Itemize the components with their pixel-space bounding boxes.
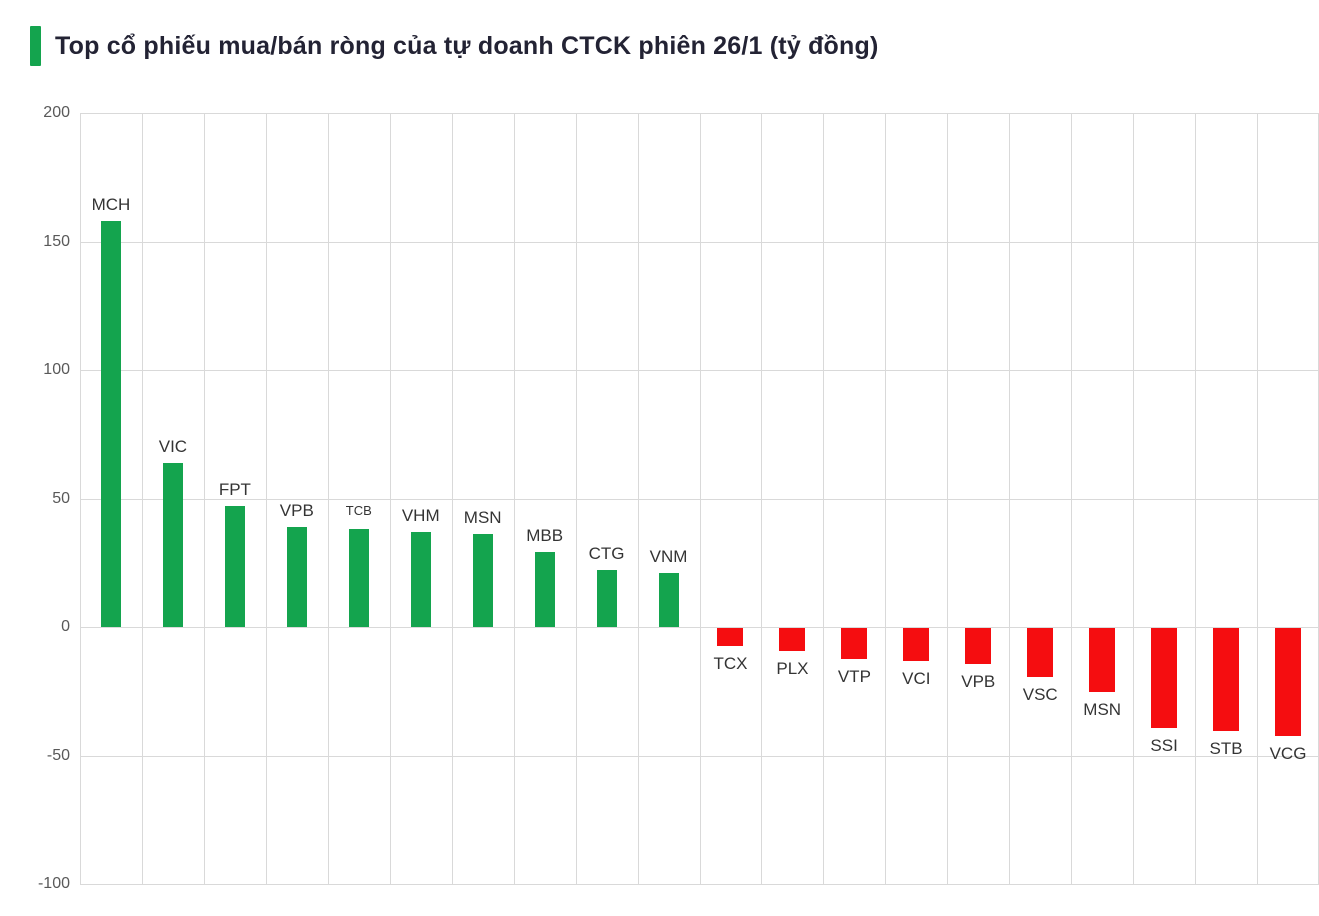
h-gridline	[80, 627, 1319, 628]
bar-vic-1	[162, 462, 183, 627]
bar-vnm-9	[658, 573, 679, 627]
bar-msn-16	[1089, 628, 1116, 693]
v-gridline	[1133, 113, 1134, 884]
v-gridline	[204, 113, 205, 884]
bar-label: VPB	[961, 671, 996, 691]
bar-vhm-5	[410, 531, 431, 627]
y-tick-label: -50	[46, 746, 70, 764]
v-gridline	[823, 113, 824, 884]
plot-area: MCH VIC FPT VPB TCB VHM MSN MBB CTG VNM TCX PLX VTP V…	[80, 113, 1319, 885]
v-gridline	[885, 113, 886, 884]
bar-ssi-17	[1151, 628, 1178, 729]
y-tick-label: 0	[61, 618, 70, 635]
bar-plx-11	[779, 628, 806, 652]
bar-label: CTG	[588, 544, 625, 564]
bar-fpt-2	[224, 506, 245, 627]
bar-label: MSN	[1083, 700, 1122, 720]
h-gridline	[80, 498, 1319, 500]
y-tick-label: 100	[43, 361, 70, 378]
v-gridline	[266, 113, 267, 884]
bar-label: VCG	[1269, 743, 1307, 763]
bar-label: VTP	[837, 666, 871, 686]
bar-tcb-4	[348, 529, 369, 627]
bar-label: FPT	[218, 480, 251, 500]
bar-label: VPB	[279, 500, 314, 520]
h-gridline	[80, 884, 1319, 885]
bar-label: MBB	[526, 526, 564, 546]
v-gridline	[514, 113, 515, 884]
v-gridline	[576, 113, 577, 884]
h-gridline	[80, 241, 1319, 243]
bar-vci-13	[903, 628, 930, 662]
bar-label: SSI	[1150, 736, 1178, 756]
bar-label: MCH	[91, 194, 131, 214]
v-gridline	[80, 113, 81, 884]
v-gridline	[1009, 113, 1010, 884]
bar-label: VCI	[902, 669, 931, 689]
bar-label: TCB	[345, 503, 372, 519]
bar-vcg-19	[1275, 628, 1302, 736]
v-gridline	[390, 113, 391, 884]
title-accent-bar	[30, 26, 41, 66]
bar-vpb-3	[286, 526, 307, 627]
bar-label: VSC	[1022, 684, 1058, 704]
y-tick-label: -100	[37, 875, 70, 892]
v-gridline	[947, 113, 948, 884]
bar-vsc-15	[1027, 628, 1054, 677]
bar-label: TCX	[713, 653, 748, 673]
bar-label: VNM	[649, 547, 688, 567]
v-gridline	[142, 113, 143, 884]
bar-vtp-12	[841, 628, 868, 659]
h-gridline	[80, 370, 1319, 371]
bar-label: VHM	[401, 505, 440, 525]
bar-label: PLX	[776, 659, 809, 679]
bar-mbb-7	[534, 552, 555, 627]
bar-tcx-10	[717, 628, 744, 646]
v-gridline	[1195, 113, 1196, 884]
v-gridline	[452, 113, 453, 884]
bar-label: VIC	[158, 436, 188, 456]
v-gridline	[638, 113, 639, 884]
bar-vpb-14	[965, 628, 992, 664]
bar-msn-6	[472, 534, 493, 627]
v-gridline	[328, 113, 329, 884]
bar-label: MSN	[463, 508, 502, 528]
v-gridline	[1071, 113, 1072, 884]
y-tick-label: 200	[43, 104, 70, 121]
y-tick-label: 50	[52, 489, 70, 507]
bar-ctg-8	[596, 570, 617, 627]
bar-mch-0	[100, 220, 121, 627]
y-tick-label: 150	[43, 232, 70, 250]
h-gridline	[80, 113, 1319, 114]
v-gridline	[761, 113, 762, 884]
bar-label: STB	[1209, 738, 1243, 758]
v-gridline	[1257, 113, 1258, 884]
title-row: Top cổ phiếu mua/bán ròng của tự doanh C…	[30, 26, 879, 66]
h-gridline	[80, 755, 1319, 757]
chart-title: Top cổ phiếu mua/bán ròng của tự doanh C…	[55, 31, 879, 60]
v-gridline	[700, 113, 701, 884]
bar-stb-18	[1213, 628, 1240, 731]
